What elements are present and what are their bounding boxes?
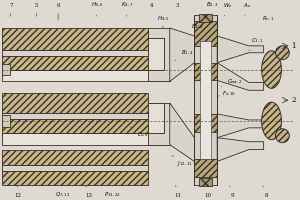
Text: 3: 3 — [176, 3, 179, 13]
Text: 9: 9 — [230, 186, 234, 198]
Polygon shape — [217, 138, 264, 161]
Text: $B_{1,4}$: $B_{1,4}$ — [175, 49, 194, 61]
Text: 8: 8 — [263, 186, 268, 198]
Bar — [2, 70, 170, 75]
Text: 1: 1 — [291, 42, 296, 50]
Bar — [2, 70, 170, 81]
Ellipse shape — [275, 46, 289, 60]
Ellipse shape — [275, 129, 289, 143]
Bar — [2, 56, 148, 70]
Ellipse shape — [262, 51, 281, 88]
Text: $H_{5,6}$: $H_{5,6}$ — [91, 1, 104, 16]
Bar — [2, 113, 148, 119]
Text: $B_{2,3}$: $B_{2,3}$ — [206, 1, 218, 15]
Bar — [200, 41, 211, 159]
Text: 7: 7 — [10, 3, 14, 16]
Bar — [2, 133, 170, 139]
Polygon shape — [217, 114, 264, 138]
Bar — [2, 28, 148, 50]
Text: $K_{4,7}$: $K_{4,7}$ — [121, 1, 134, 16]
Bar — [2, 50, 148, 56]
Text: $E_{u,8}$: $E_{u,8}$ — [130, 127, 149, 139]
Bar — [2, 150, 148, 165]
Text: $A_e$: $A_e$ — [243, 1, 251, 16]
Bar — [148, 60, 164, 70]
Text: $J_{12,11}$: $J_{12,11}$ — [172, 156, 193, 168]
Text: $B_{2,4}$: $B_{2,4}$ — [188, 23, 204, 36]
Text: 13: 13 — [85, 185, 92, 198]
Bar — [194, 159, 217, 177]
Bar — [2, 119, 148, 133]
Bar — [148, 103, 164, 125]
Bar — [148, 28, 170, 81]
Bar — [0, 116, 6, 126]
Bar — [194, 63, 217, 80]
Bar — [148, 123, 164, 133]
Text: 4: 4 — [150, 3, 154, 13]
Bar — [194, 114, 217, 132]
Bar — [148, 38, 164, 60]
Text: 5: 5 — [34, 3, 38, 16]
Text: 10: 10 — [205, 185, 212, 198]
Bar — [148, 103, 164, 133]
Bar — [200, 178, 212, 186]
Bar — [2, 115, 10, 127]
Bar — [2, 93, 148, 113]
Ellipse shape — [262, 102, 281, 140]
Polygon shape — [217, 36, 264, 63]
Text: $C_{3,1}$: $C_{3,1}$ — [249, 37, 263, 51]
Text: 12: 12 — [14, 185, 21, 198]
Text: $W_e$: $W_e$ — [223, 1, 233, 16]
Bar — [194, 21, 217, 46]
Polygon shape — [0, 114, 2, 128]
Bar — [2, 133, 170, 145]
Polygon shape — [0, 63, 2, 76]
Bar — [2, 64, 10, 75]
Text: $Q_{7,13}$: $Q_{7,13}$ — [56, 185, 71, 199]
Bar — [2, 171, 148, 185]
Bar — [0, 65, 6, 74]
Text: 6: 6 — [56, 3, 60, 20]
Polygon shape — [170, 28, 194, 81]
Bar — [148, 38, 164, 70]
Text: $F_{e,10}$: $F_{e,10}$ — [217, 90, 236, 98]
Polygon shape — [170, 103, 194, 161]
Text: 2: 2 — [291, 96, 296, 104]
Bar — [148, 103, 170, 145]
Bar — [200, 14, 212, 22]
Text: 11: 11 — [174, 185, 181, 198]
Text: $H_{4,5}$: $H_{4,5}$ — [157, 15, 169, 28]
Text: $R_{e,1}$: $R_{e,1}$ — [262, 15, 275, 29]
Bar — [2, 165, 148, 171]
Polygon shape — [217, 63, 264, 90]
Text: $G_{na,2}$: $G_{na,2}$ — [221, 78, 242, 86]
Text: $P_{13,22}$: $P_{13,22}$ — [104, 185, 121, 199]
Bar — [194, 15, 217, 185]
